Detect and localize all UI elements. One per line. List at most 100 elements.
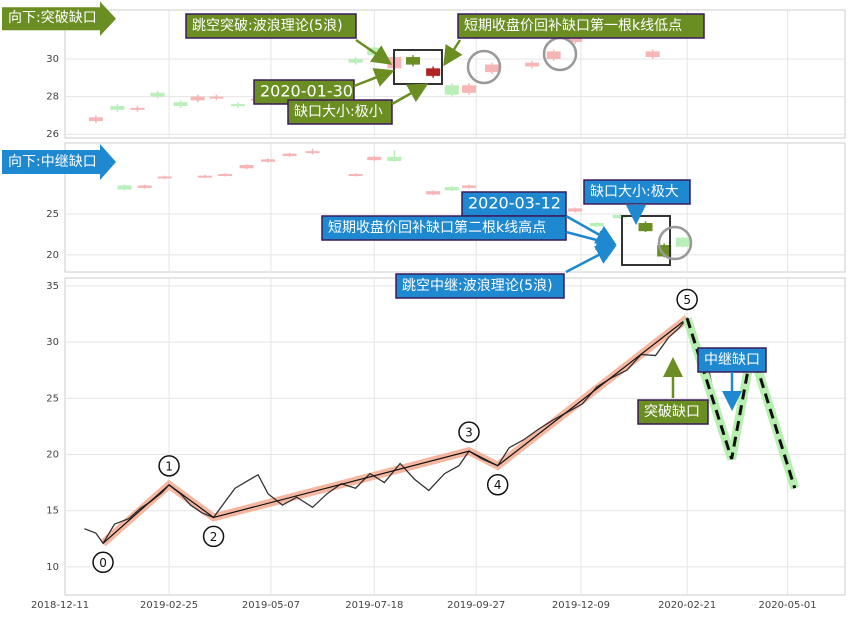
wave-marker bbox=[158, 455, 180, 477]
candle-body bbox=[675, 237, 690, 247]
candle-body bbox=[130, 107, 145, 110]
annotation: 2020-03-12 bbox=[468, 194, 561, 213]
x-tick-label: 2019-07-18 bbox=[345, 600, 403, 611]
candle-body bbox=[568, 38, 583, 42]
arrow-banner bbox=[2, 1, 116, 37]
arrow bbox=[565, 230, 617, 250]
label-box bbox=[287, 99, 393, 125]
wave-label: 0 bbox=[99, 556, 107, 570]
candle-body bbox=[209, 96, 224, 99]
wave-marker bbox=[458, 421, 480, 443]
label-box bbox=[461, 191, 567, 217]
candle-body bbox=[426, 191, 441, 195]
annotation: 短期收盘价回补缺口第一根k线低点 bbox=[464, 17, 682, 34]
y-tick-label: 20 bbox=[46, 449, 59, 460]
label-box bbox=[395, 273, 565, 299]
y-tick-label: 35 bbox=[46, 281, 59, 292]
wave-label: 2 bbox=[210, 530, 218, 544]
candle-body bbox=[638, 223, 653, 232]
candle-body bbox=[645, 51, 660, 58]
marker-circle bbox=[657, 225, 693, 261]
candle-body bbox=[88, 117, 103, 122]
candle-body bbox=[568, 208, 583, 212]
candle-body bbox=[150, 92, 165, 97]
candle-body bbox=[157, 176, 172, 179]
candle-body bbox=[367, 156, 382, 161]
candle-body bbox=[426, 68, 441, 76]
x-tick-label: 2019-02-25 bbox=[140, 600, 198, 611]
panel-frame bbox=[64, 142, 846, 273]
candle-body bbox=[197, 175, 212, 178]
annotation: 缺口大小:极大 bbox=[590, 184, 679, 200]
label-box bbox=[185, 13, 357, 39]
arrow bbox=[353, 68, 395, 88]
x-tick-label: 2019-09-27 bbox=[447, 600, 505, 611]
wave-line bbox=[102, 317, 688, 544]
candle-body bbox=[117, 185, 132, 190]
candle-body bbox=[282, 153, 297, 157]
annotation: 短期收盘价回补缺口第二根k线高点 bbox=[328, 219, 546, 236]
label-box bbox=[457, 13, 705, 39]
arrow-banner bbox=[2, 144, 116, 180]
candle-body bbox=[546, 51, 561, 59]
candle-body bbox=[525, 62, 540, 67]
wave-marker bbox=[676, 288, 698, 311]
arrow bbox=[443, 39, 463, 67]
candle-body bbox=[612, 214, 627, 219]
label-box bbox=[637, 399, 709, 425]
candle-body bbox=[444, 187, 459, 191]
x-tick-label: 2020-02-21 bbox=[658, 600, 716, 611]
candle-body bbox=[190, 96, 205, 101]
panel-frame bbox=[64, 9, 846, 139]
x-tick-label: 2018-12-11 bbox=[31, 600, 89, 611]
wave-label: 4 bbox=[494, 478, 502, 492]
candle-body bbox=[218, 174, 233, 177]
annotation: 跳空中继:波浪理论(5浪) bbox=[402, 278, 553, 294]
candle-body bbox=[261, 159, 276, 162]
gap-box bbox=[621, 215, 671, 266]
y-tick-label: 30 bbox=[46, 54, 59, 65]
candle-body bbox=[444, 85, 459, 95]
banner-text: 向下:中继缺口 bbox=[8, 154, 97, 170]
label-box bbox=[583, 179, 691, 205]
price-line bbox=[84, 317, 733, 545]
y-tick-label: 15 bbox=[46, 506, 59, 517]
candle-body bbox=[230, 104, 245, 107]
candle-body bbox=[387, 156, 402, 161]
y-tick-label: 25 bbox=[46, 209, 59, 220]
label-box bbox=[697, 347, 767, 373]
wave-band bbox=[100, 315, 690, 547]
banner-text: 向下:突破缺口 bbox=[8, 10, 97, 26]
y-tick-label: 26 bbox=[46, 129, 59, 140]
annotation: 中继缺口 bbox=[704, 352, 760, 368]
annotations: 向下:突破缺口 跳空突破:波浪理论(5浪) 短期收盘价回补缺口第一根k线低点 2… bbox=[2, 1, 767, 425]
annotation: 2020-01-30 bbox=[260, 82, 353, 101]
annotation: 缺口大小:极小 bbox=[294, 104, 383, 120]
y-tick-label: 25 bbox=[46, 393, 59, 404]
arrow bbox=[565, 245, 617, 274]
candle-body bbox=[305, 151, 320, 154]
candle-body bbox=[462, 85, 477, 93]
candle-body bbox=[348, 58, 363, 63]
candle-body bbox=[110, 106, 125, 110]
wave-marker bbox=[486, 473, 509, 496]
candle-body bbox=[137, 185, 152, 188]
arrow bbox=[355, 38, 393, 65]
y-tick-label: 20 bbox=[46, 250, 59, 261]
annotation: 突破缺口 bbox=[644, 404, 700, 420]
marker-circle bbox=[466, 49, 502, 85]
wave-marker bbox=[202, 525, 225, 548]
arrow bbox=[391, 83, 429, 106]
candle-body bbox=[239, 165, 254, 169]
forecast-line bbox=[685, 318, 797, 489]
y-tick-label: 10 bbox=[46, 562, 59, 573]
annotation: 跳空突破:波浪理论(5浪) bbox=[192, 18, 343, 34]
candle-body bbox=[462, 185, 477, 188]
candle-body bbox=[657, 245, 672, 257]
wave-marker bbox=[92, 551, 114, 574]
wave-label: 1 bbox=[165, 459, 173, 473]
x-tick-label: 2019-12-09 bbox=[552, 600, 610, 611]
wave-label: 3 bbox=[465, 426, 473, 440]
